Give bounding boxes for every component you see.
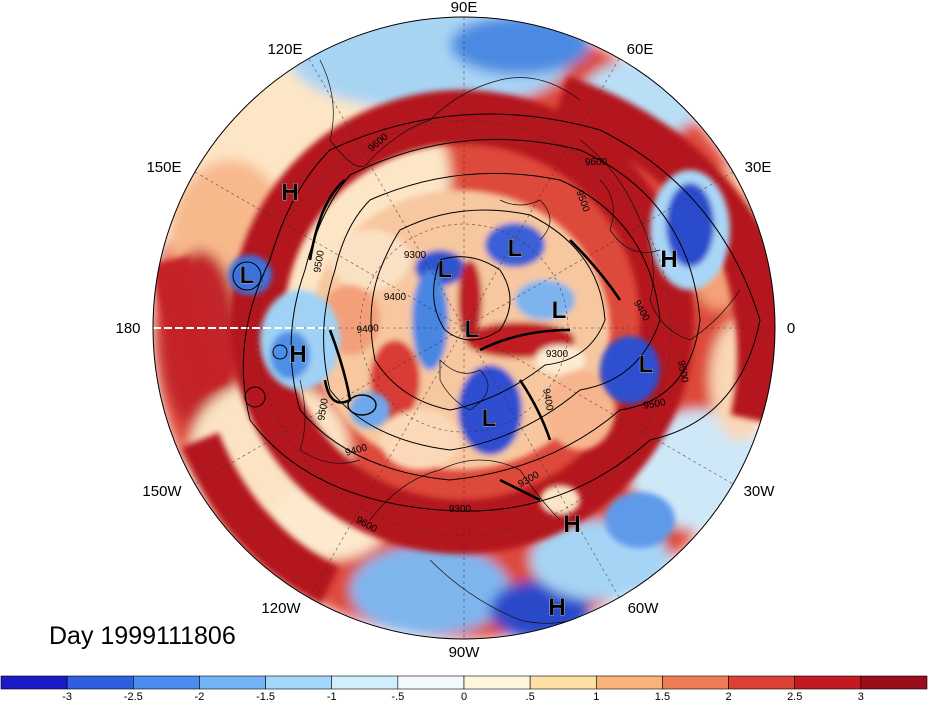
contour-9500 xyxy=(290,138,701,481)
lon-label-120w: 120W xyxy=(261,600,301,617)
high-pressure-marker: H xyxy=(289,341,306,368)
contour-9400 xyxy=(323,172,661,451)
low-pressure-marker: L xyxy=(438,256,453,283)
lon-label-30w: 30W xyxy=(744,483,776,500)
lon-label-90w: 90W xyxy=(449,644,481,661)
map-boundary xyxy=(152,16,776,640)
colorbar-tick-label: -2.5 xyxy=(124,691,143,702)
high-pressure-marker: H xyxy=(563,511,580,538)
low-pressure-marker: L xyxy=(482,405,497,432)
high-pressure-marker: H xyxy=(660,246,677,273)
lon-label-180: 180 xyxy=(115,320,140,337)
jet-contour-center xyxy=(479,328,571,441)
colorbar-swatch xyxy=(529,675,597,690)
colorbar-tick-label: 2.5 xyxy=(787,691,802,702)
colorbar-tick-label: 1.5 xyxy=(655,691,670,702)
colorbar-tick-label: 0 xyxy=(461,691,467,702)
lon-label-90e: 90E xyxy=(451,0,478,16)
colorbar-swatch xyxy=(794,675,862,690)
colorbar-tick-label: -3 xyxy=(62,691,72,702)
jet-contour-east xyxy=(499,239,622,502)
contour-label: 9500 xyxy=(675,360,690,384)
contour-9300 xyxy=(370,209,606,411)
colorbar-tick-label: 1 xyxy=(593,691,599,702)
contour-label: 9400 xyxy=(540,388,555,412)
height-contours xyxy=(232,113,761,512)
contour-label: 9500 xyxy=(643,397,667,412)
lon-label-150w: 150W xyxy=(142,483,182,500)
low-pressure-marker: L xyxy=(508,235,523,262)
contour-label: 9500 xyxy=(312,249,327,273)
contour-label: 9400 xyxy=(356,323,380,336)
lon-label-120e: 120E xyxy=(267,41,302,58)
colorbar-tick-label: -2 xyxy=(195,691,205,702)
date-title: Day 1999111806 xyxy=(49,622,236,650)
colorbar-swatch xyxy=(397,675,465,690)
colorbar-tick-label: -1 xyxy=(327,691,337,702)
colorbar-swatch xyxy=(199,675,266,690)
graticule xyxy=(153,17,775,639)
colorbar-tick-label: -1.5 xyxy=(256,691,275,702)
contour-label: 9300 xyxy=(449,504,472,515)
lon-label-30e: 30E xyxy=(745,159,772,176)
colorbar-swatch xyxy=(132,675,200,690)
colorbar-swatch xyxy=(728,675,796,690)
low-pressure-marker: L xyxy=(240,262,255,289)
colorbar-swatch xyxy=(0,675,68,690)
contour-label: 9500 xyxy=(316,397,331,421)
lon-label-150e: 150E xyxy=(146,159,181,176)
colorbar-tick-label: -.5 xyxy=(391,691,404,702)
pressure-systems: H L H L L H L L L L H H xyxy=(239,179,678,622)
high-pressure-marker: H xyxy=(281,179,298,206)
contour-label: 9300 xyxy=(546,349,569,360)
contour-9600 xyxy=(242,113,761,512)
low-pressure-marker: L xyxy=(639,351,654,378)
contour-label: 9400 xyxy=(384,292,407,303)
lon-label-0: 0 xyxy=(787,320,795,337)
longitude-labels: 90E 120E 60E 150E 30E 180 0 150W 30W 120… xyxy=(115,0,795,661)
contour-inner-1 xyxy=(433,256,511,341)
colorbar-swatch xyxy=(860,675,928,690)
low-pressure-marker: L xyxy=(552,297,567,324)
colorbar-swatch xyxy=(595,675,663,690)
colorbar-swatch xyxy=(463,675,531,690)
high-pressure-marker: H xyxy=(548,594,565,621)
colorbar-tick-label: .5 xyxy=(526,691,535,702)
lon-label-60e: 60E xyxy=(627,41,654,58)
colorbar-swatch xyxy=(66,675,134,690)
colorbar-tick-label: 2 xyxy=(726,691,732,702)
lon-label-60w: 60W xyxy=(628,600,660,617)
colorbar-swatch xyxy=(662,675,729,690)
colorbar-tick-label: 3 xyxy=(858,691,864,702)
low-pressure-marker: L xyxy=(465,316,480,343)
colorbar-swatch xyxy=(265,675,333,690)
contour-label: 9600 xyxy=(585,157,608,168)
contour-label: 9300 xyxy=(404,250,427,261)
colorbar: -3 -2.5 -2 -1.5 -1 -.5 0 .5 1 1.5 2 2.5 3 xyxy=(0,675,928,702)
colorbar-swatch xyxy=(331,675,399,690)
